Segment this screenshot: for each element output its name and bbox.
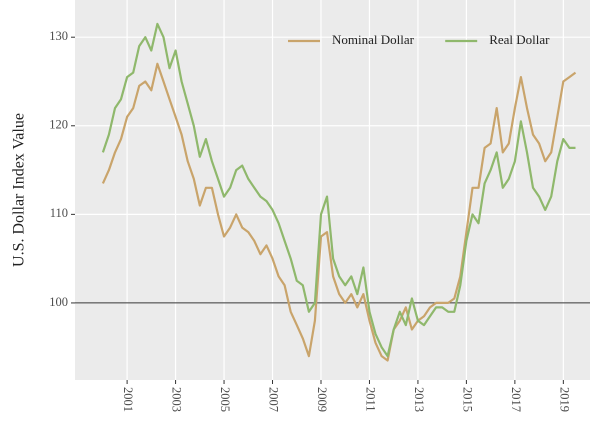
- x-tick-label: 2007: [267, 387, 281, 412]
- x-tick-label: 2005: [218, 387, 232, 412]
- y-tick-label: 130: [49, 29, 68, 43]
- x-tick-label: 2009: [315, 387, 329, 412]
- x-tick-label: 2011: [364, 387, 378, 412]
- x-tick-label: 2015: [461, 387, 475, 412]
- y-axis-title: U.S. Dollar Index Value: [11, 113, 28, 267]
- x-tick-label: 2019: [557, 387, 571, 412]
- legend-label: Real Dollar: [489, 32, 550, 47]
- series-line: [101, 62, 577, 362]
- plot-panel: [75, 0, 590, 380]
- x-tick-label: 2003: [170, 387, 184, 412]
- x-tick-label: 2013: [412, 387, 426, 412]
- legend-label: Nominal Dollar: [332, 32, 415, 47]
- x-tick-label: 2001: [121, 387, 135, 412]
- y-tick-label: 100: [49, 295, 68, 309]
- y-tick-label: 110: [50, 206, 68, 220]
- series-line: [101, 22, 576, 358]
- x-tick-label: 2017: [509, 387, 523, 412]
- y-tick-label: 120: [49, 118, 68, 132]
